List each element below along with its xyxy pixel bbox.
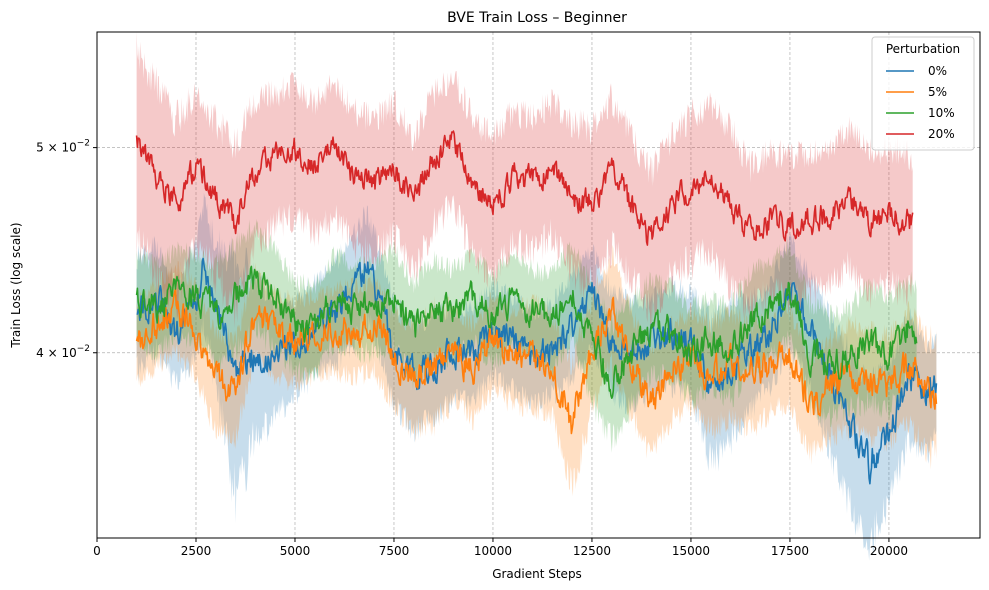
x-tick-label: 12500 bbox=[573, 544, 611, 558]
legend: Perturbation 0% 5% 10% 20% bbox=[871, 36, 975, 151]
x-tick-label: 7500 bbox=[379, 544, 410, 558]
series-line-2 bbox=[135, 287, 938, 435]
x-tick-label: 10000 bbox=[474, 544, 512, 558]
legend-box bbox=[871, 36, 975, 151]
y-axis-ticks: 4 × 10−2 5 × 10−2 bbox=[36, 139, 97, 360]
band-3 bbox=[136, 218, 917, 453]
series-line-3 bbox=[135, 265, 918, 399]
y-tick-label: 4 × 10−2 bbox=[36, 344, 90, 360]
x-tick-label: 17500 bbox=[771, 544, 809, 558]
y-tick-label: 5 × 10−2 bbox=[36, 139, 90, 155]
x-axis-title: Gradient Steps bbox=[492, 567, 582, 581]
x-tick-label: 15000 bbox=[672, 544, 710, 558]
x-tick-label: 0 bbox=[93, 544, 101, 558]
chart-title: BVE Train Loss – Beginner bbox=[447, 10, 627, 26]
x-tick-label: 20000 bbox=[870, 544, 908, 558]
band-1 bbox=[136, 192, 937, 561]
x-tick-label: 5000 bbox=[280, 544, 311, 558]
legend-label: 0% bbox=[928, 64, 947, 78]
legend-label: 5% bbox=[928, 85, 947, 99]
x-tick-label: 2500 bbox=[181, 544, 212, 558]
y-axis-title: Train Loss (log scale) bbox=[9, 222, 23, 348]
series-lines bbox=[135, 130, 938, 485]
plot-frame bbox=[96, 31, 981, 539]
legend-title: Perturbation bbox=[886, 42, 960, 56]
legend-label: 20% bbox=[928, 127, 955, 141]
x-axis-ticks: 0 2500 5000 7500 10000 12500 15000 17500 20000 bbox=[93, 538, 908, 558]
series-line-4 bbox=[135, 130, 914, 246]
legend-label: 10% bbox=[928, 106, 955, 120]
